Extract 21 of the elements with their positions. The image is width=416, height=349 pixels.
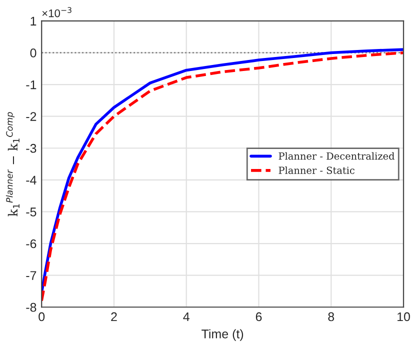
x-axis-title: Time (t) xyxy=(202,329,244,341)
x-tick-label: 2 xyxy=(111,312,117,322)
y-tick-label: -7 xyxy=(26,271,36,280)
x-tick-label: 8 xyxy=(328,312,334,322)
y-tick-label: -2 xyxy=(26,112,36,121)
x-tick-label: 10 xyxy=(398,312,410,322)
y-tick-label: -8 xyxy=(26,302,36,312)
x-tick-label: 4 xyxy=(183,312,190,322)
y-tick-label: -3 xyxy=(26,144,36,153)
y-tick-label: -5 xyxy=(26,208,36,216)
y-tick-label: 0 xyxy=(30,48,36,58)
text: ×10$^{−3}$ xyxy=(42,7,72,18)
x-tick-label: 0 xyxy=(38,312,45,322)
y-axis-title: k$_{1}$$^{Planner}$ − k$_{1}$$^{Comp}$ xyxy=(6,112,20,216)
legend-label: Planner - Decentralized xyxy=(278,152,394,160)
y-tick-label: 1 xyxy=(30,16,36,26)
x-tick-label: 6 xyxy=(256,312,262,322)
y-tick-label: -4 xyxy=(26,176,36,184)
y-tick-label: -1 xyxy=(26,80,36,90)
legend-label: Planner - Static xyxy=(278,166,354,174)
y-tick-label: -6 xyxy=(26,239,36,248)
